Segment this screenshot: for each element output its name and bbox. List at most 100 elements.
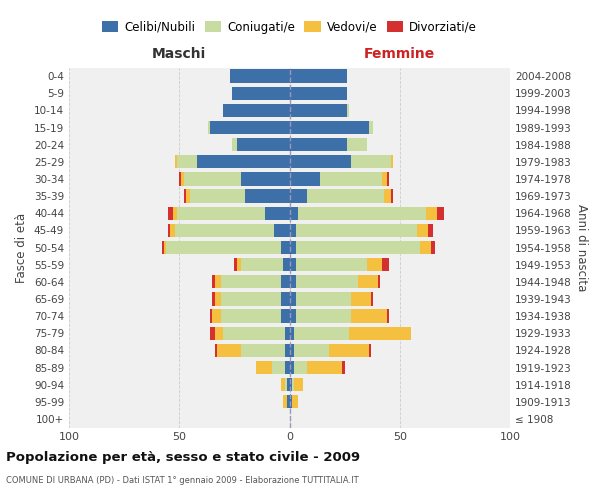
- Bar: [215, 292, 221, 306]
- Bar: [181, 172, 184, 186]
- Bar: [292, 395, 298, 408]
- Bar: [428, 224, 433, 237]
- Bar: [285, 344, 290, 357]
- Bar: [329, 344, 369, 357]
- Bar: [287, 378, 290, 392]
- Bar: [217, 344, 241, 357]
- Bar: [298, 206, 426, 220]
- Bar: [235, 258, 236, 272]
- Bar: [175, 224, 274, 237]
- Bar: [223, 104, 290, 117]
- Bar: [184, 172, 241, 186]
- Bar: [177, 206, 265, 220]
- Y-axis label: Anni di nascita: Anni di nascita: [575, 204, 588, 291]
- Bar: [294, 361, 307, 374]
- Bar: [281, 241, 290, 254]
- Bar: [175, 155, 177, 168]
- Bar: [290, 241, 296, 254]
- Bar: [210, 326, 215, 340]
- Bar: [371, 292, 373, 306]
- Bar: [232, 86, 290, 100]
- Bar: [210, 310, 212, 323]
- Bar: [281, 275, 290, 288]
- Bar: [212, 292, 215, 306]
- Bar: [230, 70, 290, 83]
- Bar: [179, 172, 181, 186]
- Bar: [281, 378, 285, 392]
- Bar: [290, 275, 296, 288]
- Bar: [290, 224, 296, 237]
- Y-axis label: Fasce di età: Fasce di età: [16, 212, 28, 282]
- Bar: [426, 206, 437, 220]
- Bar: [290, 190, 307, 203]
- Bar: [285, 326, 290, 340]
- Bar: [290, 326, 294, 340]
- Bar: [287, 395, 290, 408]
- Bar: [290, 310, 296, 323]
- Bar: [168, 224, 170, 237]
- Bar: [320, 172, 382, 186]
- Bar: [351, 292, 371, 306]
- Bar: [241, 172, 290, 186]
- Bar: [186, 190, 190, 203]
- Bar: [391, 190, 393, 203]
- Bar: [296, 241, 419, 254]
- Bar: [431, 241, 435, 254]
- Bar: [290, 138, 347, 151]
- Bar: [351, 310, 386, 323]
- Bar: [256, 361, 272, 374]
- Text: Maschi: Maschi: [152, 46, 206, 60]
- Bar: [221, 310, 281, 323]
- Bar: [290, 121, 369, 134]
- Bar: [382, 258, 389, 272]
- Text: Popolazione per età, sesso e stato civile - 2009: Popolazione per età, sesso e stato civil…: [6, 451, 360, 464]
- Bar: [294, 326, 349, 340]
- Bar: [292, 378, 294, 392]
- Bar: [197, 155, 290, 168]
- Bar: [290, 258, 296, 272]
- Bar: [290, 104, 347, 117]
- Bar: [232, 138, 236, 151]
- Bar: [418, 224, 428, 237]
- Bar: [241, 344, 285, 357]
- Bar: [296, 275, 358, 288]
- Text: COMUNE DI URBANA (PD) - Dati ISTAT 1° gennaio 2009 - Elaborazione TUTTITALIA.IT: COMUNE DI URBANA (PD) - Dati ISTAT 1° ge…: [6, 476, 359, 485]
- Bar: [285, 378, 287, 392]
- Bar: [215, 344, 217, 357]
- Bar: [164, 241, 166, 254]
- Bar: [274, 224, 290, 237]
- Bar: [296, 292, 351, 306]
- Bar: [168, 206, 173, 220]
- Bar: [290, 206, 298, 220]
- Bar: [177, 155, 197, 168]
- Bar: [221, 292, 281, 306]
- Bar: [386, 310, 389, 323]
- Bar: [166, 241, 281, 254]
- Bar: [285, 361, 290, 374]
- Bar: [296, 224, 418, 237]
- Bar: [184, 190, 186, 203]
- Legend: Celibi/Nubili, Coniugati/e, Vedovi/e, Divorziati/e: Celibi/Nubili, Coniugati/e, Vedovi/e, Di…: [97, 16, 482, 38]
- Bar: [378, 275, 380, 288]
- Bar: [385, 190, 391, 203]
- Bar: [296, 258, 367, 272]
- Bar: [294, 378, 303, 392]
- Bar: [281, 292, 290, 306]
- Bar: [290, 395, 292, 408]
- Bar: [283, 258, 290, 272]
- Bar: [245, 190, 290, 203]
- Text: Femmine: Femmine: [364, 46, 436, 60]
- Bar: [190, 190, 245, 203]
- Bar: [215, 326, 223, 340]
- Bar: [283, 395, 287, 408]
- Bar: [290, 155, 351, 168]
- Bar: [419, 241, 431, 254]
- Bar: [236, 138, 290, 151]
- Bar: [290, 292, 296, 306]
- Bar: [290, 378, 292, 392]
- Bar: [294, 344, 329, 357]
- Bar: [367, 258, 382, 272]
- Bar: [290, 361, 294, 374]
- Bar: [307, 190, 385, 203]
- Bar: [386, 172, 389, 186]
